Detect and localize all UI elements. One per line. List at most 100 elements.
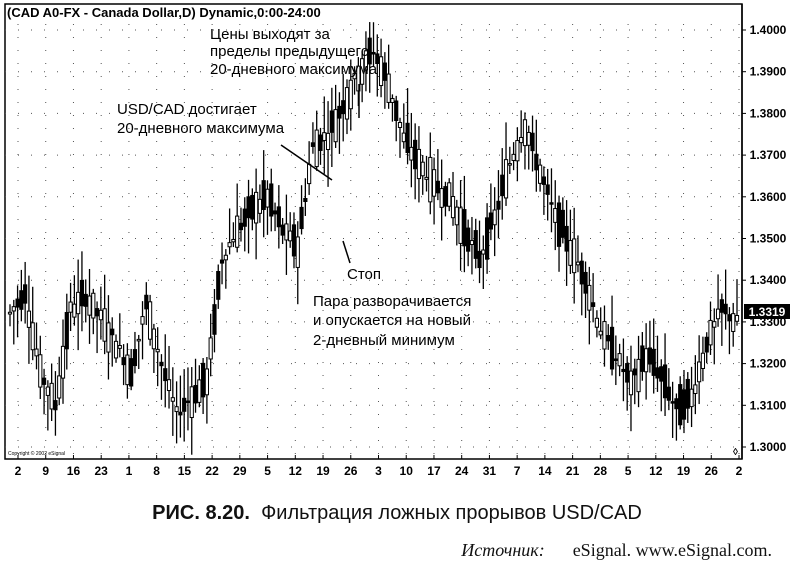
candle xyxy=(390,94,395,122)
annotation-breakout: Цены выходят за пределы предыдущего 20-д… xyxy=(210,26,378,118)
candle xyxy=(466,219,471,267)
candle xyxy=(606,324,611,350)
candle xyxy=(534,119,539,192)
x-tick-label: 26 xyxy=(705,464,719,478)
candle xyxy=(79,251,85,332)
x-tick-label: 9 xyxy=(42,464,49,478)
y-tick-label: 1.3600 xyxy=(750,190,787,204)
x-tick-label: 17 xyxy=(427,464,441,478)
x-tick-label: 1 xyxy=(126,464,133,478)
annotation-high20-line-1: USD/CAD достигает xyxy=(117,101,257,118)
candle xyxy=(257,184,263,223)
annotation-high20-pointer xyxy=(280,144,333,181)
candle xyxy=(94,301,100,354)
candle xyxy=(254,168,259,260)
candle xyxy=(727,307,732,355)
candle xyxy=(560,197,565,244)
candle xyxy=(201,358,206,415)
candle xyxy=(416,126,422,203)
candle xyxy=(265,180,270,235)
candle xyxy=(473,218,478,269)
x-tick-label: 22 xyxy=(205,464,219,478)
y-tick-label: 1.3400 xyxy=(750,273,787,287)
x-tick-label: 12 xyxy=(289,464,303,478)
candle xyxy=(731,302,736,347)
candle xyxy=(575,235,581,273)
candle xyxy=(375,34,380,97)
candle xyxy=(60,319,66,404)
candle xyxy=(174,381,179,444)
candle xyxy=(197,365,202,408)
candle xyxy=(397,117,403,158)
candle xyxy=(337,92,342,154)
candle xyxy=(636,335,641,408)
annotation-breakout-line-2: пределы предыдущего xyxy=(210,43,369,60)
candle xyxy=(401,103,406,149)
candle xyxy=(155,327,160,387)
candle xyxy=(382,52,387,109)
candle xyxy=(360,51,365,103)
annotation-reversal-line-2: и опускается на новый xyxy=(313,312,471,329)
figure-source: Источник: eSignal. www.eSignal.com. xyxy=(461,540,772,561)
candle xyxy=(227,208,232,255)
figure-caption: РИС. 8.20. Фильтрация ложных прорывов US… xyxy=(0,502,794,525)
x-tick-label: 5 xyxy=(625,464,632,478)
candle xyxy=(655,335,660,392)
candle xyxy=(68,282,73,332)
candle xyxy=(49,363,54,421)
candle xyxy=(178,375,183,438)
candle xyxy=(545,168,550,221)
candle xyxy=(666,368,671,411)
candle xyxy=(530,115,535,172)
candle xyxy=(651,318,656,394)
candle xyxy=(314,110,319,171)
annotation-reversal: Пара разворачивается и опускается на нов… xyxy=(313,293,471,349)
candle xyxy=(121,344,126,386)
candle xyxy=(617,343,622,377)
candle xyxy=(299,185,304,235)
candle xyxy=(223,249,228,289)
candle xyxy=(231,222,236,248)
annotation-high20: USD/CAD достигает 20-дневного максимума xyxy=(117,101,333,181)
candle xyxy=(329,87,334,168)
candle xyxy=(151,323,156,373)
x-tick-label: 8 xyxy=(153,464,160,478)
candle xyxy=(246,179,251,254)
candle xyxy=(496,170,501,239)
candle xyxy=(140,301,145,360)
candle xyxy=(348,59,353,131)
candle xyxy=(163,334,168,408)
candle xyxy=(734,279,740,326)
candle xyxy=(587,266,592,345)
candle xyxy=(280,218,285,245)
x-tick-label: 24 xyxy=(455,464,469,478)
candle xyxy=(110,317,115,367)
figure-source-text: eSignal. www.eSignal.com. xyxy=(572,540,772,560)
candle xyxy=(113,334,119,363)
candle xyxy=(269,168,274,232)
candle xyxy=(98,286,103,340)
candle xyxy=(541,166,546,215)
candle xyxy=(45,380,50,431)
candle xyxy=(11,299,16,345)
candle xyxy=(19,269,24,322)
x-tick-label: 2 xyxy=(736,464,743,478)
x-tick-label: 2 xyxy=(15,464,22,478)
candle xyxy=(602,305,607,367)
candle xyxy=(276,185,281,249)
candle xyxy=(538,158,543,192)
candle xyxy=(515,127,520,182)
candle xyxy=(185,367,191,431)
candle xyxy=(621,338,626,402)
candle xyxy=(34,322,39,370)
last-price-marker: 1.3319 xyxy=(744,304,790,319)
candle xyxy=(147,294,153,346)
candle xyxy=(23,261,28,324)
candle xyxy=(481,235,486,290)
candle xyxy=(556,195,562,272)
candle xyxy=(719,293,724,346)
candle xyxy=(708,301,713,355)
candle xyxy=(424,155,429,192)
x-tick-label: 15 xyxy=(178,464,192,478)
candle xyxy=(386,44,391,109)
